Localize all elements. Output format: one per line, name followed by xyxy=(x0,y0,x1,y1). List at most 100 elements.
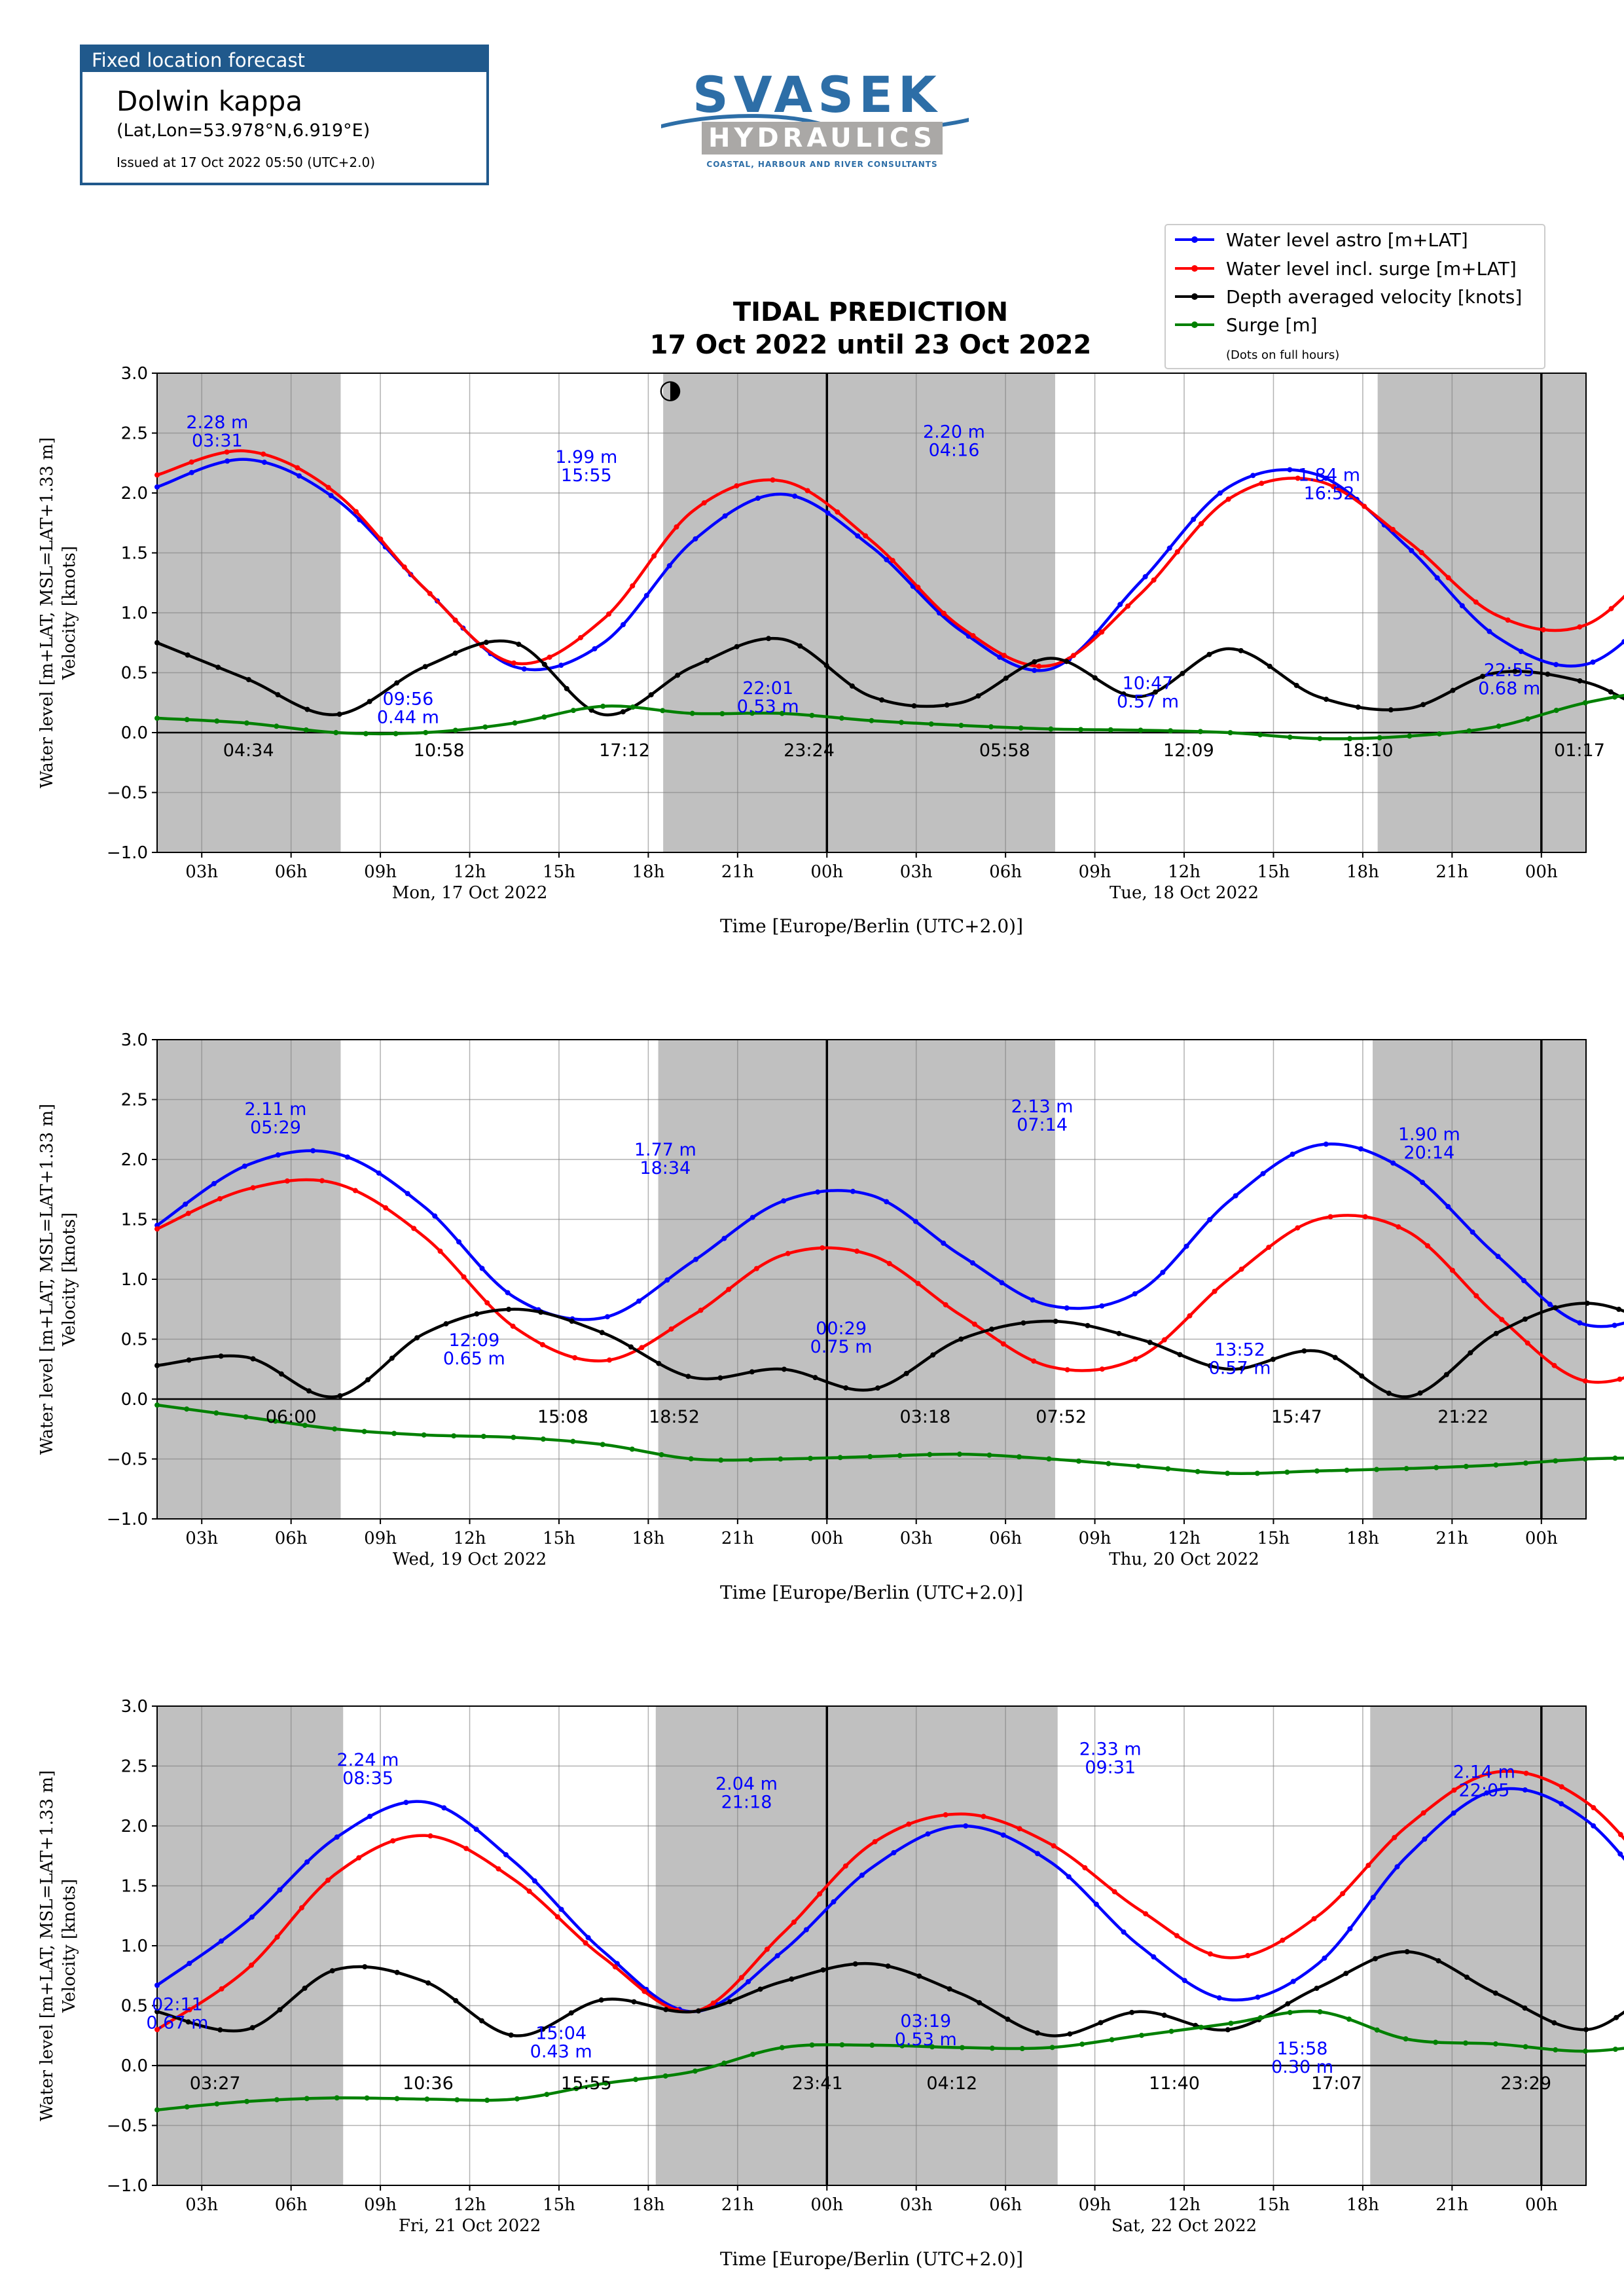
hourly-dot-surge xyxy=(1493,1462,1499,1468)
hourly-dot-surge xyxy=(544,2092,550,2098)
hourly-dot-velocity xyxy=(1293,682,1299,688)
hourly-dot-velocity xyxy=(734,644,740,649)
hourly-dot-astro xyxy=(521,666,527,672)
hourly-dot-surge_wl xyxy=(1174,1933,1180,1939)
x-tick-label: 21h xyxy=(721,1529,754,1548)
series-line-astro xyxy=(156,1142,1624,1328)
hourly-dot-surge xyxy=(1523,1460,1528,1466)
hourly-dot-surge_wl xyxy=(154,1226,160,1232)
extreme-value-label: 1.84 m xyxy=(1298,465,1360,485)
slack-time-label: 05:58 xyxy=(979,740,1030,761)
hourly-dot-velocity xyxy=(218,1353,224,1359)
hourly-dot-astro xyxy=(1409,548,1415,554)
hourly-dot-velocity xyxy=(1443,1372,1449,1377)
hourly-dot-surge_wl xyxy=(1295,475,1301,481)
slack-time-label: 03:18 xyxy=(899,1407,950,1427)
hourly-dot-surge_wl xyxy=(1340,1891,1346,1897)
hourly-dot-surge_wl xyxy=(1523,1770,1529,1776)
hourly-dot-surge xyxy=(809,2042,815,2048)
hourly-dot-astro xyxy=(604,1314,610,1320)
extreme-value-label: 1.90 m xyxy=(1398,1124,1460,1144)
hourly-dot-astro xyxy=(999,1280,1005,1286)
legend-label-surge: Surge [m] xyxy=(1226,314,1318,336)
hourly-dot-surge_wl xyxy=(1238,1266,1244,1272)
hourly-dot-velocity xyxy=(1493,1330,1499,1336)
extreme-value-label: 0.68 m xyxy=(1478,679,1540,699)
hourly-dot-surge_wl xyxy=(510,1323,516,1329)
hourly-dot-astro xyxy=(1191,517,1197,522)
hourly-dot-astro xyxy=(1035,1851,1041,1857)
hourly-dot-surge_wl xyxy=(1151,577,1157,583)
y-tick-label: 2.0 xyxy=(121,484,148,503)
hourly-dot-surge xyxy=(1168,728,1174,734)
hourly-dot-surge xyxy=(928,721,934,727)
extreme-time-label: 05:29 xyxy=(250,1118,301,1138)
x-tick-label: 18h xyxy=(632,1529,664,1548)
hourly-dot-surge xyxy=(869,718,875,723)
hourly-dot-astro xyxy=(755,496,761,501)
hourly-dot-astro xyxy=(1160,1269,1166,1275)
hourly-dot-surge xyxy=(1553,2047,1559,2053)
x-tick-label: 18h xyxy=(632,862,664,882)
hourly-dot-astro xyxy=(1590,659,1596,665)
x-axis-label: Time [Europe/Berlin (UTC+2.0)] xyxy=(720,2248,1023,2270)
hourly-dot-velocity xyxy=(365,1377,371,1383)
hourly-dot-surge xyxy=(184,2104,190,2110)
hourly-dot-velocity xyxy=(453,1997,459,2003)
hourly-dot-astro xyxy=(792,493,798,499)
hourly-dot-surge_wl xyxy=(1132,1356,1138,1362)
hourly-dot-astro xyxy=(1093,1901,1099,1907)
hourly-dot-astro xyxy=(1322,1955,1327,1961)
slack-time-label: 18:10 xyxy=(1343,740,1394,761)
hourly-dot-surge xyxy=(1612,2047,1618,2052)
chart-title: TIDAL PREDICTION 17 Oct 2022 until 23 Oc… xyxy=(650,297,1092,360)
hourly-dot-surge xyxy=(484,2098,490,2104)
hourly-dot-surge_wl xyxy=(496,1866,501,1872)
extreme-time-label: 13:52 xyxy=(1214,1340,1265,1360)
hourly-dot-surge_wl xyxy=(427,591,433,596)
hourly-dot-astro xyxy=(1323,475,1329,481)
hourly-dot-surge xyxy=(600,703,606,709)
hourly-dot-surge xyxy=(1198,2024,1204,2030)
hourly-dot-velocity xyxy=(1355,704,1361,710)
y-tick-label: −1.0 xyxy=(107,1510,148,1529)
x-tick-label: 12h xyxy=(1168,1529,1200,1548)
hourly-dot-astro xyxy=(855,533,861,539)
y-axis-label: Water level [m+LAT, MSL=LAT+1.33 m] Veloc… xyxy=(37,1770,79,2121)
hourly-dot-velocity xyxy=(277,2007,283,2013)
x-tick-label: 00h xyxy=(810,862,843,882)
hourly-dot-velocity xyxy=(717,1375,723,1381)
slack-time-label: 04:34 xyxy=(223,740,274,761)
x-tick-label: 18h xyxy=(632,2195,664,2215)
hourly-dot-astro xyxy=(620,622,626,628)
hourly-dot-surge_wl xyxy=(842,1863,848,1869)
hourly-dot-surge xyxy=(1466,728,1472,734)
hourly-dot-surge_wl xyxy=(726,1286,732,1292)
title-line-1: TIDAL PREDICTION xyxy=(733,297,1008,327)
hourly-dot-surge_wl xyxy=(1608,606,1614,611)
hourly-dot-astro xyxy=(479,1266,485,1271)
hourly-dot-velocity xyxy=(1373,1956,1379,1961)
hourly-dot-astro xyxy=(1132,1291,1138,1297)
hourly-dot-velocity xyxy=(1479,674,1485,680)
hourly-dot-astro xyxy=(1420,1180,1426,1186)
hourly-dot-velocity xyxy=(879,697,885,703)
x-tick-label: 18h xyxy=(1346,862,1379,882)
hourly-dot-surge xyxy=(1344,1467,1350,1473)
hourly-dot-surge_wl xyxy=(187,2007,192,2013)
hourly-dot-velocity xyxy=(1417,1390,1423,1396)
hourly-dot-surge_wl xyxy=(639,1345,645,1351)
hourly-dot-velocity xyxy=(1180,670,1185,676)
hourly-dot-velocity xyxy=(302,1985,308,1991)
hourly-dot-surge_wl xyxy=(1577,624,1583,630)
hourly-dot-surge xyxy=(1436,731,1442,737)
hourly-dot-surge_wl xyxy=(325,1877,331,1883)
hourly-dot-astro xyxy=(803,1927,809,1933)
hourly-dot-surge xyxy=(511,1434,516,1440)
hourly-dot-surge xyxy=(1433,2039,1439,2045)
hourly-dot-velocity xyxy=(704,657,710,663)
x-tick-label: 06h xyxy=(989,862,1022,882)
hourly-dot-astro xyxy=(636,1298,642,1304)
hourly-dot-velocity xyxy=(304,706,310,712)
hourly-dot-surge_wl xyxy=(1111,1889,1117,1895)
